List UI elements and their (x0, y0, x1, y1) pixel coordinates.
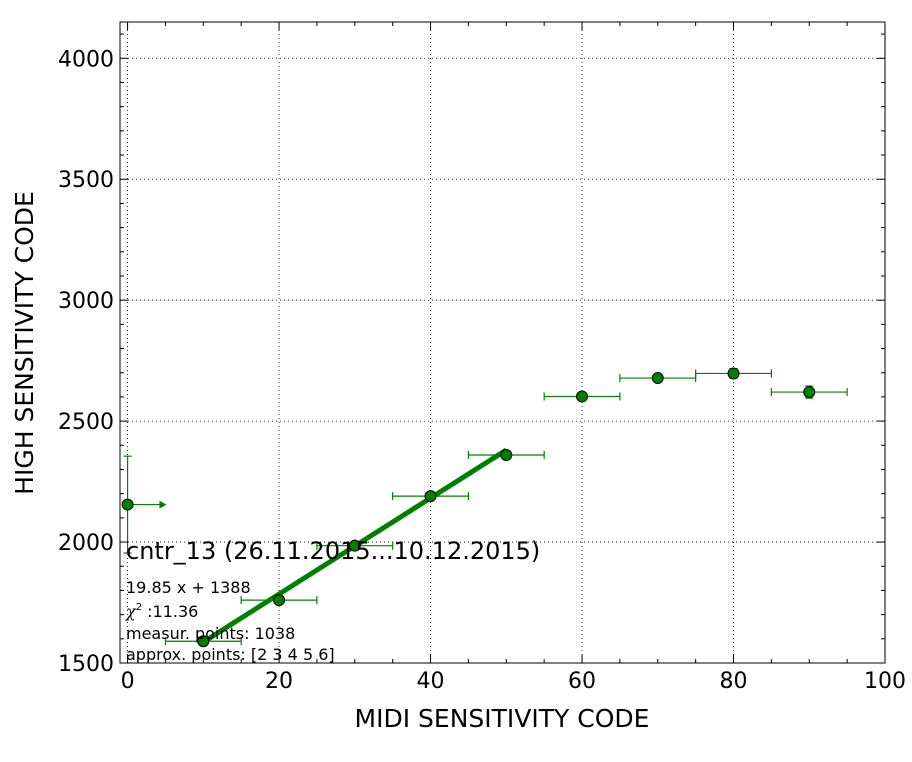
data-point (424, 490, 437, 503)
x-limit-arrow (159, 500, 167, 509)
y-tick-label: 2500 (58, 410, 114, 435)
data-point (500, 448, 513, 461)
y-tick-label: 2000 (58, 531, 114, 556)
x-tick-label: 0 (121, 669, 135, 694)
data-point (121, 498, 134, 511)
y-tick-label: 4000 (58, 47, 114, 72)
data-point (727, 367, 740, 380)
annotation-chi: χ2 :11.36 (125, 602, 198, 621)
x-axis-label: MIDI SENSITIVITY CODE (355, 704, 650, 733)
annotation-block: cntr_13 (26.11.2015...10.12.2015) 19.85 … (125, 537, 540, 664)
axis-ticks (120, 22, 886, 664)
data-point (803, 386, 816, 399)
chi-value: :11.36 (142, 602, 198, 621)
y-tick-label: 1500 (58, 652, 114, 677)
tick-labels: 0 20 40 60 80 100 1500 2000 2500 3000 3500 4000 (58, 47, 906, 694)
data-point (273, 594, 286, 607)
data-point (197, 635, 210, 648)
y-axis-label: HIGH SENSITIVITY CODE (10, 191, 39, 495)
x-tick-label: 20 (265, 669, 293, 694)
y-tick-label: 3500 (58, 168, 114, 193)
data-point (348, 539, 361, 552)
chi-symbol: χ (125, 602, 137, 621)
annotation-fit: 19.85 x + 1388 (126, 578, 251, 597)
annotation-title: cntr_13 (26.11.2015...10.12.2015) (126, 537, 540, 565)
x-tick-label: 100 (864, 669, 906, 694)
data-points (121, 367, 816, 648)
y-tick-label: 3000 (58, 289, 114, 314)
x-tick-label: 60 (568, 669, 596, 694)
errorbars (123, 368, 848, 646)
plot-frame (119, 21, 886, 664)
annotation-measur: measur. points: 1038 (126, 624, 295, 643)
data-point (576, 390, 589, 403)
chi-sup: 2 (136, 602, 142, 613)
x-tick-label: 40 (417, 669, 445, 694)
grid (120, 22, 886, 664)
data-point (651, 372, 664, 385)
x-tick-label: 80 (720, 669, 748, 694)
annotation-approx: approx. points: [2 3 4 5 6] (126, 645, 335, 664)
